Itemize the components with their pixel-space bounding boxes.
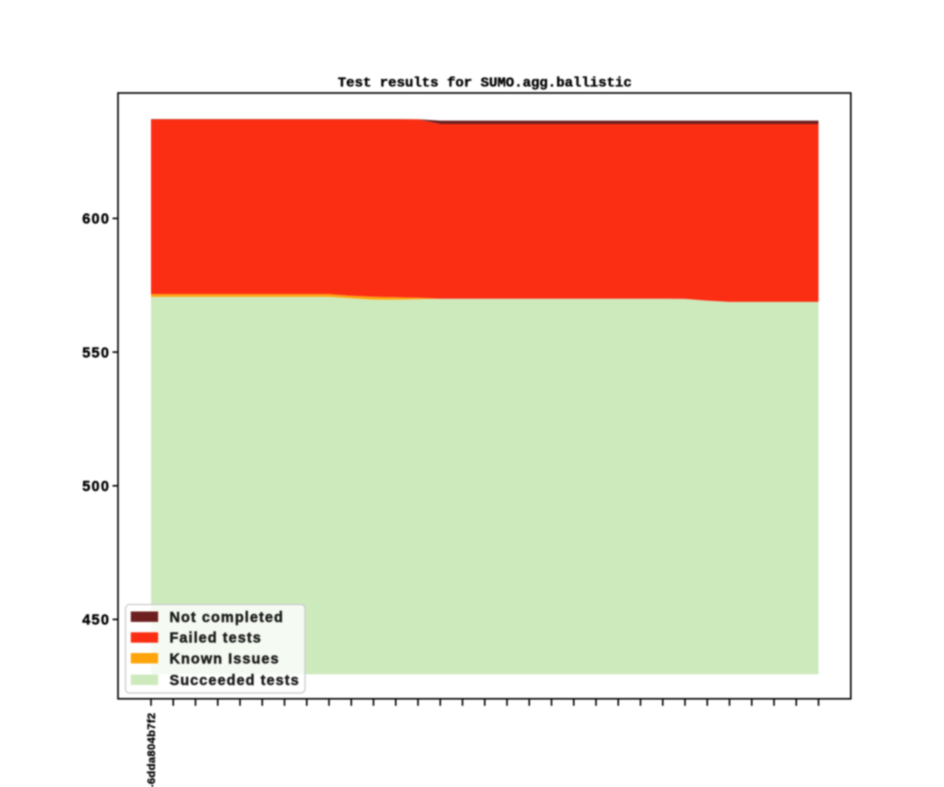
svg-text:Known Issues: Known Issues (170, 651, 280, 667)
svg-text:Succeeded tests: Succeeded tests (170, 673, 300, 689)
svg-text:450: 450 (82, 613, 110, 629)
svg-text:Failed tests: Failed tests (170, 631, 262, 647)
svg-text:500: 500 (82, 479, 110, 495)
svg-text:Not completed: Not completed (170, 610, 284, 626)
svg-text:Test results for SUMO.agg.ball: Test results for SUMO.agg.ballistic (338, 76, 632, 92)
svg-text:550: 550 (82, 345, 110, 361)
svg-text:-6dda804b7f2: -6dda804b7f2 (146, 713, 158, 787)
svg-text:600: 600 (82, 212, 110, 228)
